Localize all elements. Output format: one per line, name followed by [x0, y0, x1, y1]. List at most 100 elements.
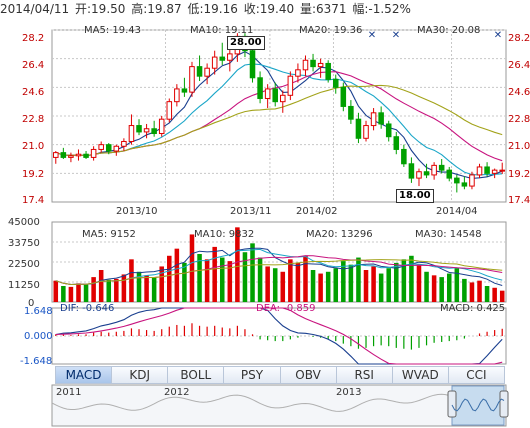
price-xtick: 2013/11 — [230, 206, 272, 217]
price-ytick-left: 28.2 — [22, 33, 45, 44]
price-ma5-label: MA5: 19.43 — [84, 25, 142, 36]
price-ma30-label: MA30: 20.08 — [417, 25, 481, 36]
volume-bar — [219, 257, 225, 302]
volume-bar — [371, 266, 376, 302]
price-xtick: 2014/04 — [436, 206, 478, 217]
tab-kdj[interactable]: KDJ — [112, 367, 169, 383]
volume-ma5-line — [55, 247, 503, 286]
macd-dea-line — [55, 307, 503, 365]
candle-body — [295, 69, 301, 77]
vol-ytick: 45000 — [8, 217, 40, 228]
volume-bar — [454, 268, 460, 302]
price-ma5-line — [55, 51, 503, 179]
nav-year-label: 2011 — [56, 387, 82, 398]
macd-dea-label: DEA: -0.859 — [256, 303, 316, 314]
volume-bar — [159, 266, 164, 302]
volume-bar — [288, 259, 293, 302]
tab-rsi[interactable]: RSI — [336, 367, 393, 383]
volume-bar — [250, 243, 255, 302]
macd-ytick: 1.648 — [24, 306, 53, 317]
tab-psy[interactable]: PSY — [224, 367, 281, 383]
macd-ytick: 0.000 — [24, 331, 53, 342]
tab-obv[interactable]: OBV — [280, 367, 337, 383]
volume-bar — [378, 273, 384, 302]
vol-ytick: 0 — [28, 298, 35, 309]
volume-bar — [386, 268, 391, 302]
volume-bar — [227, 261, 233, 302]
volume-bar — [212, 246, 217, 302]
tab-macd[interactable]: MACD — [56, 367, 113, 383]
candle-body — [287, 75, 294, 96]
nav-year-label: 2013 — [336, 387, 362, 398]
candle-body — [60, 152, 67, 158]
volume-bar — [167, 255, 172, 302]
candle-body — [325, 62, 331, 80]
candle-body — [75, 153, 82, 157]
high-callout: 28.00 — [227, 36, 265, 50]
candle-body — [416, 171, 422, 179]
volume-bar — [280, 271, 286, 302]
volume-bar — [61, 286, 66, 302]
candle-body — [385, 123, 392, 138]
candle-body — [158, 118, 165, 135]
price-xtick: 2013/10 — [116, 206, 158, 217]
quote-header: 2014/04/11 开:19.50 高:19.87 低:19.16 收:19.… — [0, 0, 530, 17]
vol-ma10-label: MA10: 9832 — [194, 229, 255, 240]
volume-bar — [409, 255, 414, 302]
volume-bar — [439, 277, 444, 302]
navigator-window — [451, 385, 505, 426]
vol-ytick: 33750 — [8, 238, 40, 249]
candle-body — [431, 164, 437, 176]
navigator-window-line — [451, 398, 505, 412]
volume-bar — [424, 271, 429, 302]
candle-body — [454, 177, 460, 184]
volume-bar — [363, 270, 369, 302]
volume-bar — [446, 273, 452, 302]
candle-body — [257, 77, 263, 99]
volume-bar — [242, 252, 248, 302]
tab-cci[interactable]: CCI — [448, 367, 504, 383]
volume-bar — [325, 271, 331, 302]
volume-bar — [121, 274, 127, 302]
candle-body — [249, 50, 256, 79]
macd-value-label: MACD: 0.425 — [440, 303, 506, 314]
navigator-handle-right — [499, 390, 509, 418]
quote-low: 低:19.16 — [187, 2, 238, 16]
candle-body — [90, 148, 97, 158]
candle-body — [113, 145, 120, 152]
price-ma20-label: MA20: 19.36 — [299, 25, 363, 36]
navigator-line — [51, 393, 507, 412]
volume-bar — [265, 266, 270, 302]
volume-bar — [462, 278, 467, 302]
volume-bar — [477, 280, 482, 302]
candle-body — [340, 86, 347, 107]
macd-ytick: -1.648 — [20, 356, 53, 367]
volume-bar — [333, 268, 339, 302]
volume-bar — [257, 257, 263, 302]
price-ytick-left: 17.4 — [22, 195, 45, 206]
candle-body — [438, 164, 445, 171]
volume-bar — [76, 283, 81, 302]
volume-bar — [484, 286, 490, 302]
volume-bar — [295, 262, 301, 302]
volume-bar — [499, 290, 505, 302]
tab-boll[interactable]: BOLL — [168, 367, 225, 383]
volume-bar — [310, 270, 316, 302]
candle-body — [189, 66, 195, 93]
volume-bar — [394, 262, 399, 302]
candle-body — [461, 182, 468, 187]
candle-body — [272, 88, 278, 103]
volume-bar — [204, 259, 210, 302]
price-ytick-left: 19.2 — [22, 169, 45, 180]
volume-bar — [197, 254, 202, 302]
volume-bar — [129, 259, 134, 302]
price-ma10-label: MA10: 19.11 — [190, 25, 254, 36]
tab-wvad[interactable]: WVAD — [392, 367, 449, 383]
vol-ma5-label: MA5: 9152 — [82, 229, 136, 240]
vol-ytick: 11250 — [8, 280, 40, 291]
candle-body — [181, 88, 188, 93]
candle-body — [332, 78, 339, 88]
low-callout: 18.00 — [396, 189, 434, 203]
candle-body — [348, 105, 354, 120]
